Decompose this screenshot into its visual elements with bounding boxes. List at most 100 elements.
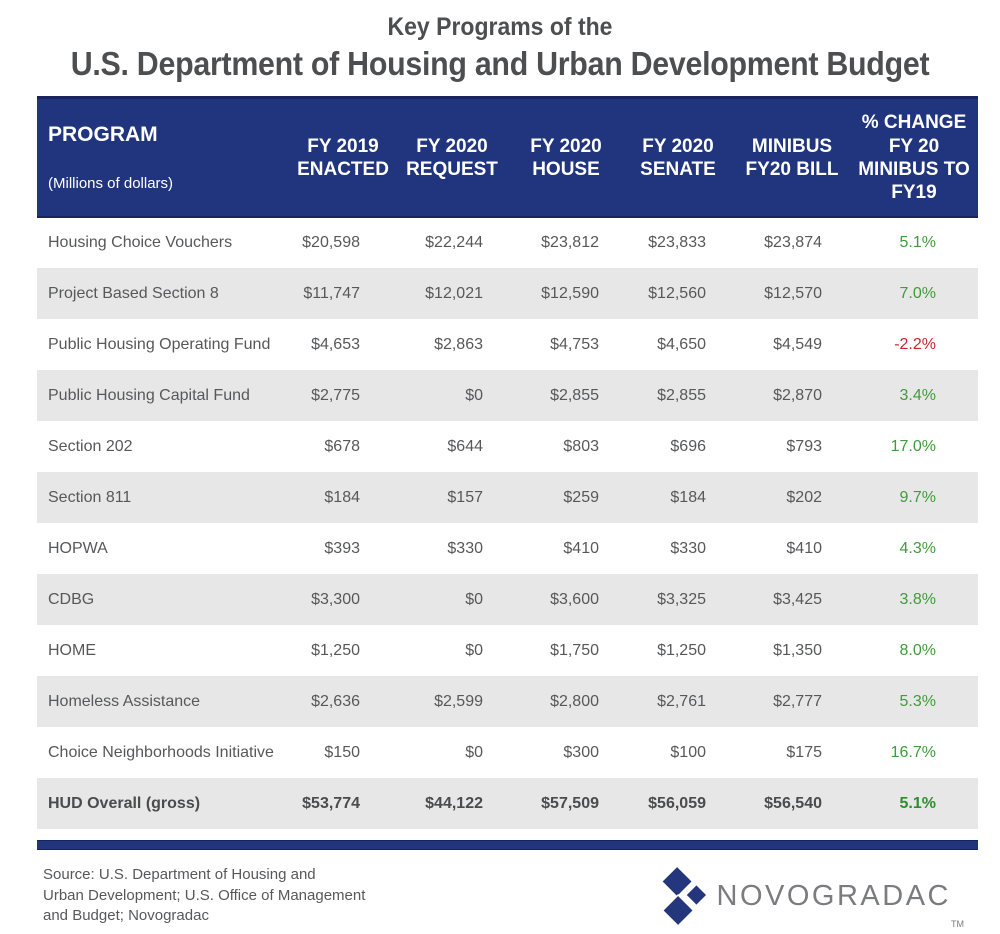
program-cell: Public Housing Operating Fund (48, 335, 271, 353)
table-row: Homeless Assistance $2,636 $2,599 $2,800 $2,… (37, 676, 978, 728)
pct-change-cell: 8.0% (899, 641, 936, 659)
value-cell: $0 (465, 386, 483, 404)
value-cell: $2,761 (657, 692, 706, 710)
value-cell: $12,590 (541, 284, 599, 302)
pct-change-cell: 3.8% (899, 590, 936, 608)
value-cell: $12,570 (764, 284, 822, 302)
program-cell: Homeless Assistance (48, 692, 201, 710)
value-cell: $23,833 (648, 234, 706, 252)
value-cell: $4,549 (773, 335, 822, 353)
table-row: HOPWA $393 $330 $410 $330 $410 4.3% (37, 523, 978, 574)
value-cell: $3,300 (311, 590, 360, 608)
value-cell: $793 (786, 437, 822, 455)
value-cell: $44,122 (425, 794, 483, 812)
value-cell: $0 (465, 641, 483, 659)
trademark-symbol: TM (951, 919, 964, 930)
value-cell: $1,250 (311, 641, 360, 659)
header-program-subtitle: (Millions of dollars) (48, 174, 174, 192)
program-cell: Public Housing Capital Fund (48, 386, 250, 404)
value-cell: $3,600 (550, 590, 599, 608)
program-cell: CDBG (48, 590, 95, 608)
value-cell: $2,863 (434, 335, 483, 353)
value-cell: $2,636 (311, 692, 360, 710)
value-cell: $56,059 (648, 794, 706, 812)
header-fy2020-request: FY 2020 REQUEST (394, 96, 510, 219)
table-row: Housing Choice Vouchers $20,598 $22,244 $23… (37, 217, 978, 268)
value-cell: $157 (447, 488, 483, 506)
program-cell: HUD Overall (gross) (48, 794, 201, 812)
table-row: Public Housing Operating Fund $4,653 $2,86… (37, 319, 978, 370)
header-program: PROGRAM (Millions of dollars) (37, 96, 292, 219)
table-row: CDBG $3,300 $0 $3,600 $3,325 $3,425 3.8% (37, 574, 978, 626)
pct-change-cell: 5.3% (899, 692, 936, 710)
value-cell: $3,425 (773, 590, 822, 608)
program-cell: Section 811 (48, 488, 132, 506)
header-pct-change: % CHANGE FY 20 MINIBUS TO FY19 (850, 96, 978, 219)
header-program-title: PROGRAM (48, 123, 158, 147)
value-cell: $53,774 (302, 794, 360, 812)
table-body: Housing Choice Vouchers $20,598 $22,244 $23… (37, 217, 978, 830)
value-cell: $150 (324, 743, 360, 761)
value-cell: $1,250 (657, 641, 706, 659)
program-cell: Section 202 (48, 437, 133, 455)
pct-change-cell: 16.7% (890, 743, 936, 761)
footer: Source: U.S. Department of Housing and U… (43, 861, 964, 931)
value-cell: $259 (563, 488, 599, 506)
table-row: Choice Neighborhoods Initiative $150 $0 $30… (37, 727, 978, 778)
program-cell: Choice Neighborhoods Initiative (48, 743, 274, 761)
diamonds-icon (660, 865, 708, 928)
value-cell: $4,650 (657, 335, 706, 353)
table-row: Project Based Section 8 $11,747 $12,021 $12… (37, 268, 978, 320)
pct-change-cell: 3.4% (899, 386, 936, 404)
value-cell: $2,855 (550, 386, 599, 404)
budget-table: PROGRAM (Millions of dollars) FY 2019 EN… (37, 96, 978, 830)
value-cell: $175 (786, 743, 822, 761)
header-fy2019-enacted: FY 2019 ENACTED (292, 96, 394, 219)
value-cell: $0 (465, 743, 483, 761)
source-note: Source: U.S. Department of Housing and U… (43, 866, 366, 924)
value-cell: $2,777 (773, 692, 822, 710)
table-row: HOME $1,250 $0 $1,750 $1,250 $1,350 8.0% (37, 625, 978, 676)
value-cell: $4,753 (550, 335, 599, 353)
program-cell: Project Based Section 8 (48, 284, 219, 302)
header-fy2020-senate: FY 2020 SENATE (622, 96, 734, 219)
value-cell: $2,599 (434, 692, 483, 710)
value-cell: $20,598 (302, 234, 360, 252)
value-cell: $56,540 (764, 794, 822, 812)
program-cell: HOPWA (48, 539, 108, 557)
value-cell: $410 (563, 539, 599, 557)
header-minibus-fy20-bill: MINIBUS FY20 BILL (734, 96, 850, 219)
program-cell: HOME (48, 641, 96, 659)
program-cell: Housing Choice Vouchers (48, 234, 233, 252)
value-cell: $184 (670, 488, 706, 506)
value-cell: $644 (447, 437, 483, 455)
value-cell: $4,653 (311, 335, 360, 353)
pct-change-cell: -2.2% (894, 335, 936, 353)
table-row: Section 202 $678 $644 $803 $696 $793 17.0% (37, 421, 978, 472)
table-header: PROGRAM (Millions of dollars) FY 2019 EN… (37, 96, 978, 219)
value-cell: $0 (465, 590, 483, 608)
title-block: Key Programs of the U.S. Department of H… (0, 0, 1000, 83)
value-cell: $803 (563, 437, 599, 455)
pct-change-cell: 5.1% (899, 794, 936, 812)
value-cell: $22,244 (425, 234, 483, 252)
pct-change-cell: 17.0% (890, 437, 936, 455)
value-cell: $2,855 (657, 386, 706, 404)
value-cell: $23,812 (541, 234, 599, 252)
value-cell: $2,800 (550, 692, 599, 710)
table-row: Section 811 $184 $157 $259 $184 $202 9.7% (37, 472, 978, 524)
value-cell: $696 (670, 437, 706, 455)
value-cell: $330 (447, 539, 483, 557)
logo-wordmark: NOVOGRADAC (716, 879, 951, 912)
header-row: PROGRAM (Millions of dollars) FY 2019 EN… (37, 96, 978, 219)
value-cell: $12,560 (648, 284, 706, 302)
value-cell: $11,747 (303, 284, 360, 302)
header-fy2020-house: FY 2020 HOUSE (510, 96, 622, 219)
value-cell: $410 (786, 539, 822, 557)
value-cell: $202 (786, 488, 822, 506)
title-subheading: Key Programs of the (387, 13, 613, 41)
value-cell: $184 (324, 488, 360, 506)
value-cell: $330 (670, 539, 706, 557)
pct-change-cell: 5.1% (899, 234, 936, 252)
